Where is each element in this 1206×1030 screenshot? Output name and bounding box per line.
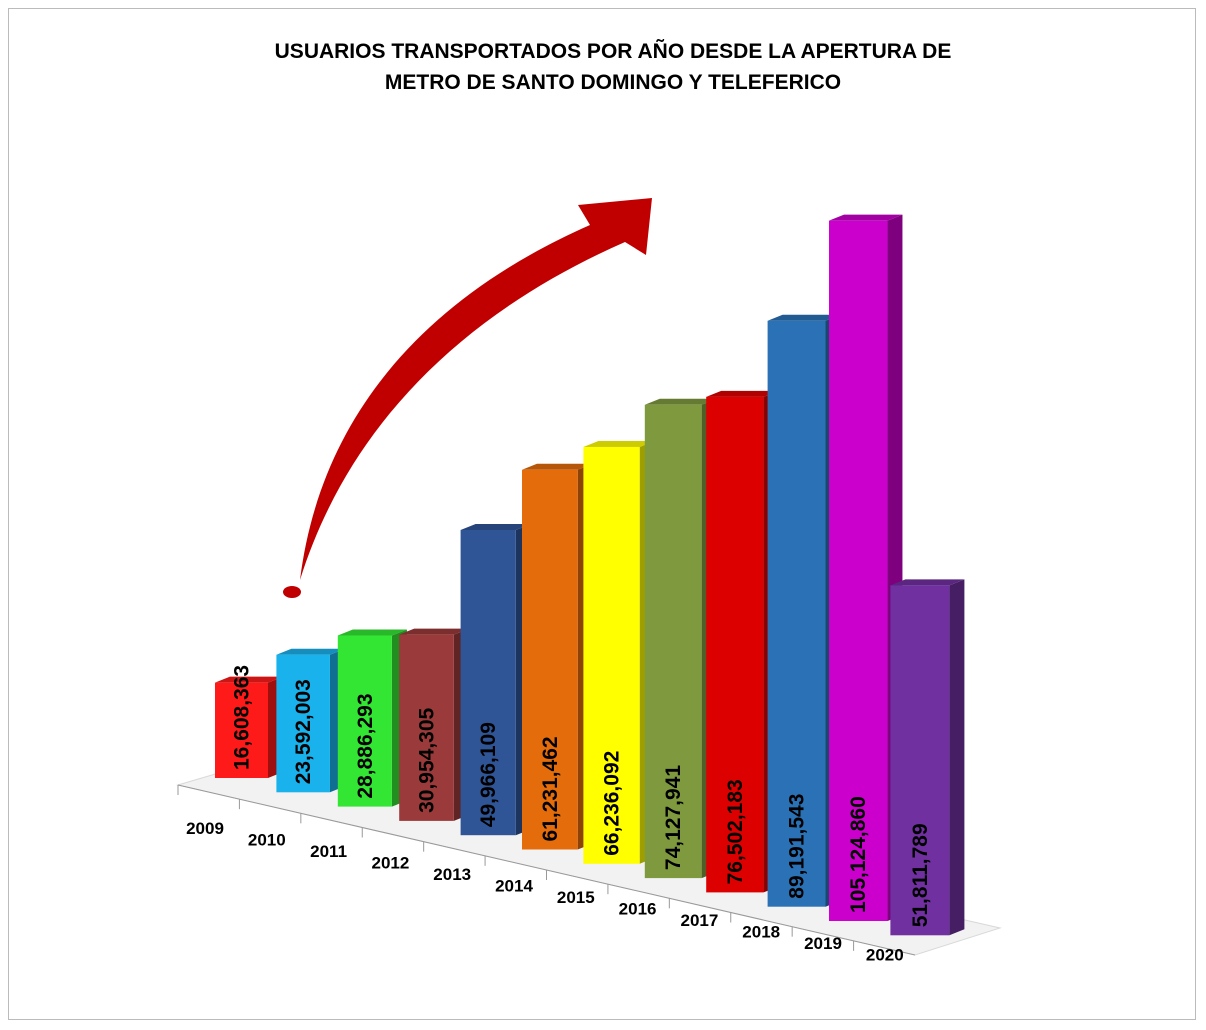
chart-frame	[8, 8, 1196, 1020]
x-tick-label: 2013	[433, 865, 471, 884]
data-label: 105,124,860	[847, 796, 870, 913]
data-label: 28,886,293	[354, 693, 377, 798]
x-tick-label: 2017	[680, 911, 718, 930]
bar-top	[890, 579, 965, 586]
bar	[337, 635, 392, 807]
bar-top	[583, 440, 655, 447]
x-tick-label: 2016	[619, 900, 657, 919]
bar	[829, 220, 888, 921]
bar	[522, 469, 578, 850]
data-label: 23,592,003	[292, 679, 315, 784]
bar-top	[215, 676, 283, 683]
bar	[767, 320, 826, 907]
bar	[399, 634, 454, 821]
x-tick-label: 2012	[371, 854, 409, 873]
data-label: 61,231,462	[539, 736, 562, 841]
data-label: 51,811,789	[909, 823, 932, 927]
bar-top	[276, 648, 345, 655]
data-label: 89,191,543	[786, 794, 809, 899]
bar	[890, 585, 950, 936]
growth-arrow	[300, 198, 652, 580]
bar-top	[460, 523, 531, 530]
bar-top	[767, 314, 841, 321]
bar	[276, 654, 330, 793]
chart-title: USUARIOS TRANSPORTADOS POR AÑO DESDE LA …	[274, 40, 952, 94]
x-tick-label: 2015	[557, 888, 595, 907]
bar-top	[829, 214, 903, 221]
data-label: 76,502,183	[724, 779, 747, 884]
data-label: 16,608,363	[231, 665, 254, 770]
bar-top	[522, 463, 593, 470]
x-tick-label: 2019	[804, 934, 842, 953]
x-tick-label: 2014	[495, 877, 533, 896]
arrow-dot	[283, 586, 301, 598]
bar	[644, 404, 702, 879]
bar-top	[337, 629, 407, 636]
bar-top	[706, 390, 779, 397]
data-label: 66,236,092	[601, 751, 624, 856]
data-label: 30,954,305	[416, 707, 439, 812]
x-tick-label: 2011	[310, 842, 347, 861]
bar-top	[644, 398, 717, 405]
data-label: 74,127,941	[662, 765, 685, 870]
bar-top	[399, 628, 469, 635]
data-label: 49,966,109	[477, 722, 500, 827]
x-tick-label: 2018	[742, 923, 780, 942]
bar	[583, 446, 640, 864]
bar	[215, 682, 268, 778]
x-tick-label: 2010	[248, 831, 286, 850]
bar	[706, 396, 764, 893]
bar	[460, 529, 516, 836]
x-tick-label: 2009	[186, 819, 224, 838]
x-tick-label: 2020	[866, 946, 904, 965]
bar-side	[949, 579, 965, 936]
